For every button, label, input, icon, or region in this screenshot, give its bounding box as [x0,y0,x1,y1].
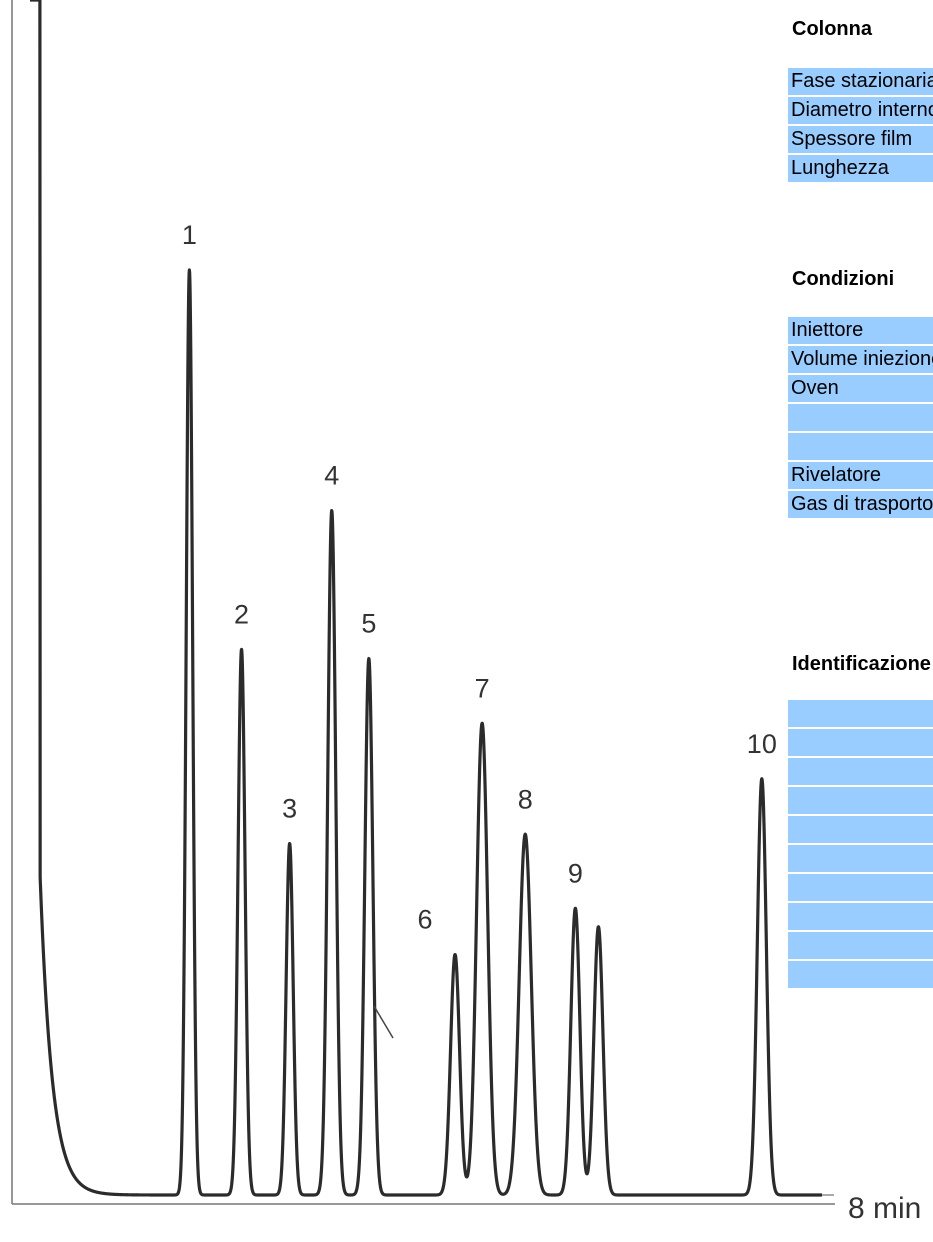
peak-label-10: 10 [747,729,777,759]
peak-label-4: 4 [324,461,339,491]
peak-label-8: 8 [518,784,533,814]
peak-label-6: 6 [418,905,433,935]
identificazione-row [788,961,933,990]
condizioni-row: Gas di trasporto [788,491,933,520]
colonna-row: Spessore film [788,126,933,155]
condizioni-row [788,404,933,433]
identificazione-row [788,874,933,903]
colonna-title: Colonna [792,18,872,40]
condizioni-row: Rivelatore [788,462,933,491]
identificazione-row [788,758,933,787]
condizioni-table: Iniettore Volume iniezione Oven Rivelatore G… [788,317,933,520]
identificazione-row [788,700,933,729]
x-end-label: 8 min [848,1192,921,1225]
condizioni-row [788,433,933,462]
identificazione-row [788,845,933,874]
peak-label-5: 5 [361,609,376,639]
peak-6-pointer [373,1005,394,1039]
peak-label-3: 3 [282,794,297,824]
colonna-table: Fase stazionaria Diametro interno Spessore… [788,68,933,184]
condizioni-row: Volume iniezione [788,346,933,375]
condizioni-title: Condizioni [792,268,895,290]
condizioni-row: Oven [788,375,933,404]
identificazione-row [788,932,933,961]
colonna-row: Fase stazionaria [788,68,933,97]
colonna-row: Diametro interno [788,97,933,126]
identificazione-title: Identificazione [792,653,931,675]
peak-label-2: 2 [234,599,249,629]
peak-labels: 1 2 3 4 5 6 7 8 9 10 [182,220,777,935]
identificazione-row [788,787,933,816]
colonna-row: Lunghezza [788,155,933,184]
chromatogram-trace [28,0,824,1197]
identificazione-row [788,903,933,932]
identificazione-row [788,729,933,758]
identificazione-table [788,700,933,990]
peak-label-9: 9 [568,858,583,888]
identificazione-row [788,816,933,845]
condizioni-row: Iniettore [788,317,933,346]
peak-label-7: 7 [475,673,490,703]
peak-label-1: 1 [182,220,197,250]
